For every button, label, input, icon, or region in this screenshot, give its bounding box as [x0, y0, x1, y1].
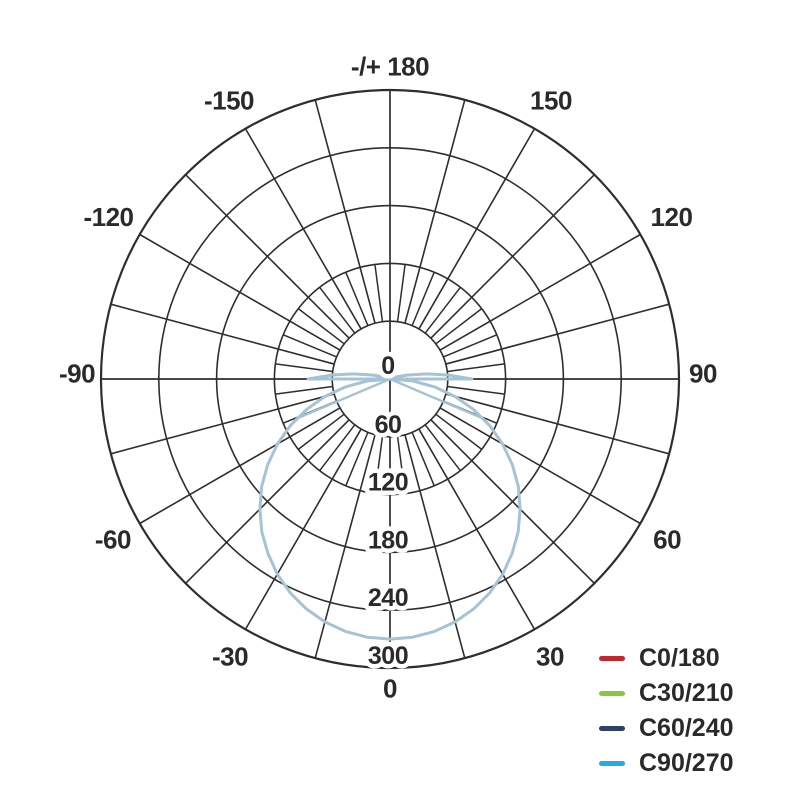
major-spoke [110, 303, 335, 365]
major-spoke [430, 174, 595, 339]
legend-swatch [599, 690, 625, 696]
legend-swatch [599, 760, 625, 766]
minor-spoke [396, 436, 406, 494]
radial-label-120: 120 [368, 469, 408, 497]
minor-spoke [424, 286, 461, 334]
minor-spoke [345, 271, 369, 326]
angle-label-90: 90 [689, 358, 717, 388]
major-spoke [244, 128, 362, 330]
legend-label: C60/240 [639, 714, 734, 742]
major-spoke [445, 393, 670, 455]
legend-label: C0/180 [639, 644, 720, 672]
major-spoke [185, 419, 350, 584]
major-spoke [110, 393, 335, 455]
major-spoke [404, 99, 466, 324]
major-spoke [314, 434, 376, 659]
legend-item-C0-180: C0/180 [599, 645, 734, 671]
angle-label--90: -90 [59, 358, 95, 388]
major-spoke [430, 419, 595, 584]
legend-item-C90-270: C90/270 [599, 750, 734, 776]
minor-spoke [374, 264, 384, 322]
minor-spoke [424, 424, 461, 472]
major-spoke [439, 233, 641, 351]
intensity-curves [258, 372, 522, 641]
minor-spoke [297, 308, 345, 345]
minor-spoke [447, 385, 505, 395]
legend-label: C30/210 [639, 679, 734, 707]
major-spoke [418, 428, 536, 630]
minor-spoke [297, 413, 345, 450]
major-spoke [439, 407, 641, 525]
major-spoke [418, 128, 536, 330]
angle-label--30: -30 [212, 641, 248, 671]
minor-spoke [447, 363, 505, 373]
major-spoke [445, 303, 670, 365]
radial-label-180: 180 [368, 526, 408, 554]
angle-label-150: 150 [530, 85, 572, 115]
angular-grid-spokes [110, 99, 670, 659]
legend-item-C60-240: C60/240 [599, 715, 734, 741]
curve-C90-270 [258, 372, 522, 641]
legend-label: C90/270 [639, 749, 734, 777]
angle-label-30: 30 [536, 641, 564, 671]
angle-label-0: 0 [383, 673, 397, 703]
minor-spoke [411, 432, 435, 487]
angle-label--150: -150 [204, 85, 254, 115]
radial-label-300: 300 [368, 642, 408, 670]
minor-spoke [435, 413, 483, 450]
angle-label--120: -120 [83, 202, 133, 232]
radial-label-240: 240 [368, 584, 408, 612]
legend: C0/180 C30/210 C60/240 C90/270 [599, 645, 734, 776]
major-spoke [139, 407, 341, 525]
minor-spoke [435, 308, 483, 345]
major-spoke [314, 99, 376, 324]
minor-spoke [275, 385, 333, 395]
minor-spoke [374, 436, 384, 494]
radial-label-60: 60 [375, 411, 402, 439]
angle-label-60: 60 [653, 524, 681, 554]
minor-spoke [282, 334, 337, 358]
legend-swatch [599, 725, 625, 731]
radial-label-0: 0 [381, 352, 394, 380]
minor-spoke [443, 334, 498, 358]
minor-spoke [345, 432, 369, 487]
angle-label-120: 120 [651, 202, 693, 232]
minor-spoke [319, 424, 356, 472]
angle-label-180: -/+ 180 [351, 51, 429, 81]
minor-spoke [275, 363, 333, 373]
minor-spoke [319, 286, 356, 334]
major-spoke [404, 434, 466, 659]
minor-spoke [396, 264, 406, 322]
angle-label--60: -60 [95, 524, 131, 554]
major-spoke [244, 428, 362, 630]
minor-spoke [411, 271, 435, 326]
major-spoke [185, 174, 350, 339]
radial-tick-labels: 0 60 120 180 240 300 [363, 348, 413, 675]
major-spoke [139, 233, 341, 351]
legend-swatch [599, 655, 625, 661]
legend-item-C30-210: C30/210 [599, 680, 734, 706]
